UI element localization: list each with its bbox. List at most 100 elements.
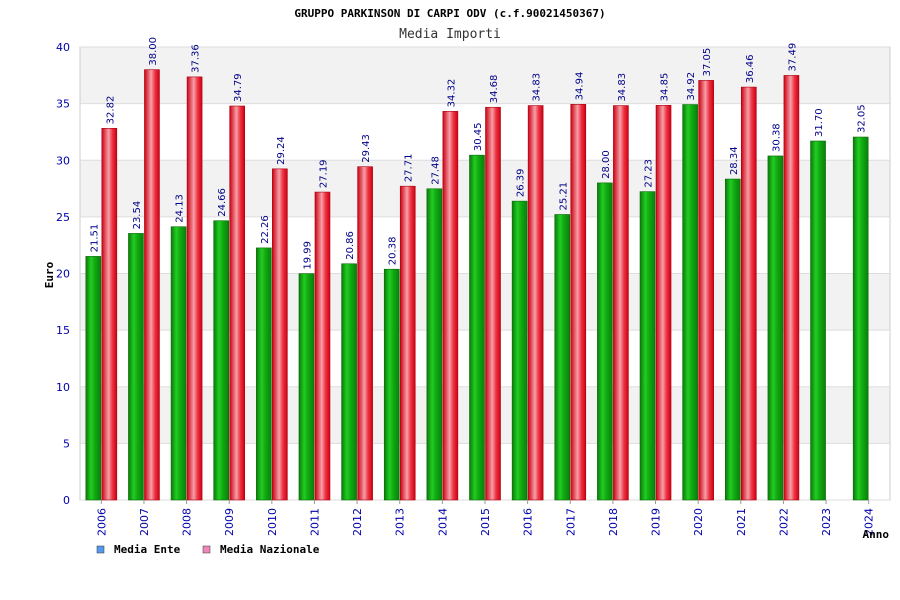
x-tick-label: 2008 (181, 508, 194, 536)
legend-swatch-ente (96, 545, 105, 554)
bar-media-ente (724, 178, 741, 501)
bar-media-nazionale (783, 75, 800, 501)
bar-label-media-nazionale: 37.36 (191, 44, 202, 73)
bar-media-ente (128, 233, 144, 501)
bar-media-nazionale (740, 86, 757, 501)
bar-media-ente (810, 140, 826, 501)
bar-label-media-nazionale: 34.85 (660, 73, 671, 102)
legend-swatch-nazionale (202, 545, 211, 554)
bar-media-ente (469, 154, 485, 501)
y-tick-label: 20 (56, 268, 70, 281)
x-axis-label: Anno (863, 528, 890, 541)
x-tick-label: 2016 (522, 508, 535, 536)
bar-media-nazionale (101, 128, 118, 501)
bar-label-media-nazionale: 27.19 (318, 159, 329, 188)
bar-media-nazionale (613, 105, 629, 501)
bar-media-ente (383, 268, 400, 501)
legend-label-nazionale: Media Nazionale (220, 543, 320, 556)
bar-label-media-ente: 25.21 (558, 182, 569, 211)
bar-label-media-nazionale: 36.46 (745, 54, 756, 83)
y-tick-label: 35 (56, 98, 70, 111)
bar-label-media-ente: 23.54 (132, 201, 143, 230)
x-tick-label: 2006 (95, 508, 108, 536)
bar-label-media-ente: 27.48 (430, 156, 441, 185)
bar-label-media-ente: 22.26 (260, 215, 271, 244)
bar-media-ente (256, 247, 272, 501)
bar-media-ente (170, 226, 187, 501)
bar-label-media-nazionale: 38.00 (148, 37, 159, 66)
bar-label-media-ente: 24.13 (175, 194, 186, 223)
bar-media-nazionale (527, 105, 544, 501)
x-tick-label: 2023 (820, 508, 833, 536)
bar-label-media-nazionale: 34.83 (532, 73, 543, 102)
y-tick-label: 25 (56, 211, 70, 224)
y-tick-label: 30 (56, 154, 70, 167)
bar-label-media-nazionale: 34.83 (617, 73, 628, 102)
x-tick-label: 2019 (650, 508, 663, 536)
bar-media-ente (213, 220, 230, 501)
bar-media-nazionale (229, 105, 246, 501)
x-tick-label: 2013 (394, 508, 407, 536)
bar-media-nazionale (485, 106, 501, 501)
bar-media-ente (639, 191, 656, 501)
y-axis: 0 5 10 15 20 25 30 35 40 (56, 41, 70, 507)
x-axis: 2006 2007 2008 2009 2010 2011 2012 2013 2014 2015… (95, 500, 876, 536)
x-tick-label: 2012 (351, 508, 364, 536)
y-tick-label: 40 (56, 41, 70, 54)
bar-label-media-nazionale: 29.43 (361, 134, 372, 163)
chart-subtitle: Media Importi (399, 27, 501, 42)
bar-media-ente (767, 155, 784, 501)
bar-media-ente (298, 273, 315, 501)
bar-label-media-nazionale: 34.79 (233, 73, 244, 102)
bar-label-media-ente: 34.92 (686, 72, 697, 101)
bar-label-media-nazionale: 29.24 (276, 136, 287, 165)
x-tick-label: 2009 (223, 508, 236, 536)
bar-label-media-ente: 20.86 (345, 231, 356, 260)
bar-label-media-ente: 28.34 (729, 146, 740, 175)
y-axis-label: Euro (43, 261, 56, 288)
bar-media-nazionale (357, 166, 373, 501)
bar-media-nazionale (186, 76, 203, 501)
bar-label-media-ente: 27.23 (644, 159, 655, 188)
bar-label-media-ente: 28.00 (601, 150, 612, 179)
bar-media-nazionale (314, 191, 331, 501)
x-tick-label: 2015 (479, 508, 492, 536)
legend-label-ente: Media Ente (114, 543, 181, 556)
bar-media-ente (852, 136, 869, 501)
bar-label-media-nazionale: 34.32 (446, 79, 457, 108)
bar-label-media-ente: 26.39 (516, 168, 527, 197)
y-tick-label: 0 (63, 494, 70, 507)
y-tick-label: 15 (56, 324, 70, 337)
y-tick-label: 10 (56, 381, 70, 394)
bar-labels: 21.51 32.82 23.54 38.00 24.13 37.36 24.66 34.79… (89, 37, 867, 270)
x-tick-label: 2014 (436, 508, 449, 536)
bars (85, 69, 869, 501)
x-tick-label: 2010 (266, 508, 279, 536)
x-tick-label: 2011 (308, 508, 321, 536)
bar-media-ente (511, 200, 528, 501)
y-tick-label: 5 (63, 437, 70, 450)
bar-media-ente (597, 182, 613, 501)
bar-media-nazionale (399, 185, 416, 501)
x-tick-label: 2018 (607, 508, 620, 536)
x-tick-label: 2007 (138, 508, 151, 536)
bar-label-media-nazionale: 37.49 (787, 43, 798, 72)
bar-label-media-ente: 24.66 (217, 188, 228, 217)
bar-media-ente (85, 256, 102, 501)
bar-label-media-ente: 20.38 (388, 237, 399, 266)
bar-label-media-nazionale: 27.71 (404, 154, 415, 183)
bar-label-media-nazionale: 32.82 (105, 96, 116, 125)
bar-media-nazionale (570, 104, 587, 501)
bar-label-media-nazionale: 34.94 (574, 72, 585, 101)
bar-label-media-ente: 30.38 (771, 123, 782, 152)
bar-media-ente (682, 104, 698, 501)
bar-label-media-ente: 30.45 (473, 123, 484, 152)
bar-media-nazionale (655, 105, 672, 501)
bar-label-media-ente: 19.99 (302, 241, 313, 270)
bar-media-nazionale (698, 80, 714, 501)
bar-label-media-ente: 32.05 (857, 104, 868, 133)
x-tick-label: 2017 (564, 508, 577, 536)
x-tick-label: 2021 (735, 508, 748, 536)
bar-media-ente (341, 263, 357, 501)
